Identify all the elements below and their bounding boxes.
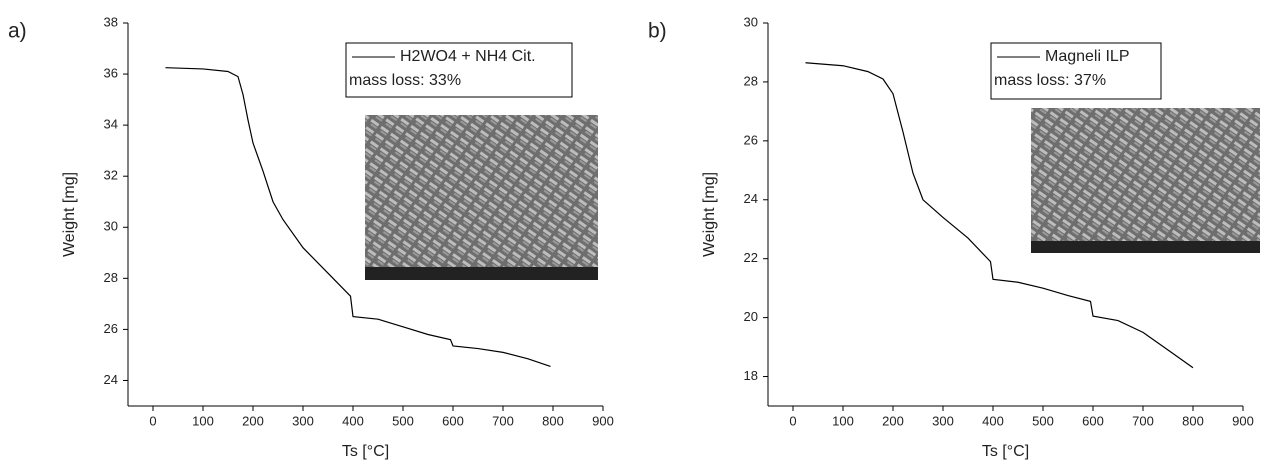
- x-tick-label: 300: [292, 413, 314, 428]
- sem-image: [365, 115, 598, 280]
- y-tick-label: 28: [104, 270, 118, 285]
- x-tick-label: 200: [242, 413, 264, 428]
- x-tick-label: 400: [342, 413, 364, 428]
- y-tick-label: 24: [104, 372, 118, 387]
- data-line: [805, 62, 1194, 369]
- y-tick-label: 30: [744, 14, 758, 29]
- legend-box: [345, 42, 573, 98]
- y-tick-label: 38: [104, 14, 118, 29]
- x-tick-label: 300: [932, 413, 954, 428]
- x-tick-label: 500: [1032, 413, 1054, 428]
- x-axis-title: Ts [°C]: [342, 443, 389, 460]
- x-tick-label: 0: [149, 413, 156, 428]
- panel-label: a): [8, 20, 27, 43]
- x-tick-label: 100: [832, 413, 854, 428]
- x-tick-label: 600: [1082, 413, 1104, 428]
- y-tick-label: 34: [104, 117, 118, 132]
- y-tick-label: 20: [744, 309, 758, 324]
- x-tick-label: 200: [882, 413, 904, 428]
- data-line: [165, 67, 551, 367]
- x-tick-label: 800: [1182, 413, 1204, 428]
- x-tick-label: 100: [192, 413, 214, 428]
- x-tick-label: 900: [1232, 413, 1254, 428]
- y-tick-label: 36: [104, 66, 118, 81]
- y-tick-label: 26: [104, 321, 118, 336]
- legend-box: [990, 42, 1162, 100]
- panel-label: b): [648, 20, 667, 43]
- y-tick-label: 22: [744, 250, 758, 265]
- x-tick-label: 700: [1132, 413, 1154, 428]
- sem-image: [1031, 108, 1260, 253]
- x-tick-label: 700: [492, 413, 514, 428]
- x-axis-title: Ts [°C]: [982, 443, 1029, 460]
- x-tick-label: 900: [592, 413, 614, 428]
- y-axis-title: Weight [mg]: [61, 172, 78, 257]
- legend-label: H2WO4 + NH4 Cit.: [400, 48, 536, 65]
- legend-label: Magneli ILP: [1045, 48, 1130, 65]
- x-tick-label: 500: [392, 413, 414, 428]
- annotation: mass loss: 37%: [994, 72, 1106, 89]
- y-tick-label: 32: [104, 168, 118, 183]
- annotation: mass loss: 33%: [349, 72, 461, 89]
- y-tick-label: 26: [744, 132, 758, 147]
- y-axis-title: Weight [mg]: [701, 172, 718, 257]
- y-tick-label: 28: [744, 73, 758, 88]
- y-tick-label: 30: [104, 219, 118, 234]
- x-tick-label: 0: [789, 413, 796, 428]
- y-tick-label: 18: [744, 368, 758, 383]
- x-tick-label: 400: [982, 413, 1004, 428]
- x-tick-label: 800: [542, 413, 564, 428]
- x-tick-label: 600: [442, 413, 464, 428]
- y-tick-label: 24: [744, 191, 758, 206]
